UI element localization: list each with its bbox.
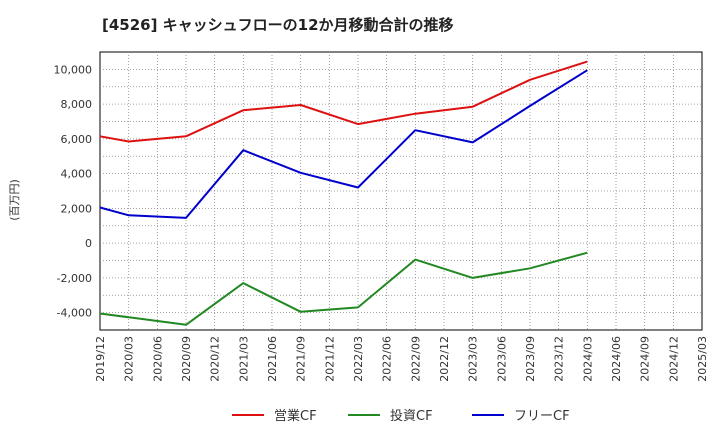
- x-tick-label: 2023/06: [495, 336, 508, 382]
- legend-label: フリーCF: [514, 409, 570, 424]
- y-tick-labels: -4,000 -2,000 0 2,000 4,000 6,000 8,000 10,000: [54, 63, 93, 319]
- x-tick-label: 2021/06: [266, 336, 279, 382]
- chart-title: [4526] キャッシュフローの12か月移動合計の推移: [102, 16, 454, 34]
- x-tick-label: 2020/06: [151, 336, 164, 382]
- x-tick-label: 2024/06: [610, 336, 623, 382]
- y-tick-label: 4,000: [61, 168, 93, 181]
- grid: [100, 52, 702, 330]
- y-tick-label: -4,000: [57, 307, 92, 320]
- x-tick-label: 2024/09: [639, 336, 652, 382]
- x-tick-label: 2023/03: [467, 336, 480, 382]
- x-tick-label: 2023/12: [553, 336, 566, 382]
- series-line: [99, 69, 588, 219]
- x-tick-label: 2023/09: [524, 336, 537, 382]
- x-tick-label: 2020/09: [180, 336, 193, 382]
- legend: 営業CF 投資CF フリーCF: [232, 408, 570, 424]
- y-tick-label: 8,000: [61, 98, 93, 111]
- x-tick-label: 2025/03: [696, 336, 709, 382]
- y-axis-label: (百万円): [8, 179, 21, 221]
- legend-label: 投資CF: [390, 408, 433, 424]
- y-tick-label: 10,000: [54, 63, 93, 76]
- y-tick-label: 6,000: [61, 133, 93, 146]
- x-tick-label: 2022/09: [409, 336, 422, 382]
- series-line: [99, 60, 588, 143]
- x-tick-label: 2024/03: [581, 336, 594, 382]
- x-tick-label: 2022/06: [381, 336, 394, 382]
- y-tick-label: 0: [85, 237, 92, 250]
- series-lines: [99, 60, 588, 326]
- x-tick-label: 2021/12: [323, 336, 336, 382]
- x-tick-label: 2024/12: [667, 336, 680, 382]
- y-tick-label: -2,000: [57, 272, 92, 285]
- x-tick-labels: 2019/12 2020/03 2020/06 2020/09 2020/12 2021/…: [94, 336, 709, 382]
- series-line: [99, 251, 588, 326]
- x-tick-label: 2019/12: [94, 336, 107, 382]
- x-tick-label: 2021/03: [237, 336, 250, 382]
- legend-label: 営業CF: [274, 408, 317, 424]
- x-tick-label: 2021/09: [295, 336, 308, 382]
- x-tick-label: 2020/03: [123, 336, 136, 382]
- x-tick-label: 2022/03: [352, 336, 365, 382]
- x-tick-label: 2022/12: [438, 336, 451, 382]
- x-tick-label: 2020/12: [209, 336, 222, 382]
- y-tick-label: 2,000: [61, 202, 93, 215]
